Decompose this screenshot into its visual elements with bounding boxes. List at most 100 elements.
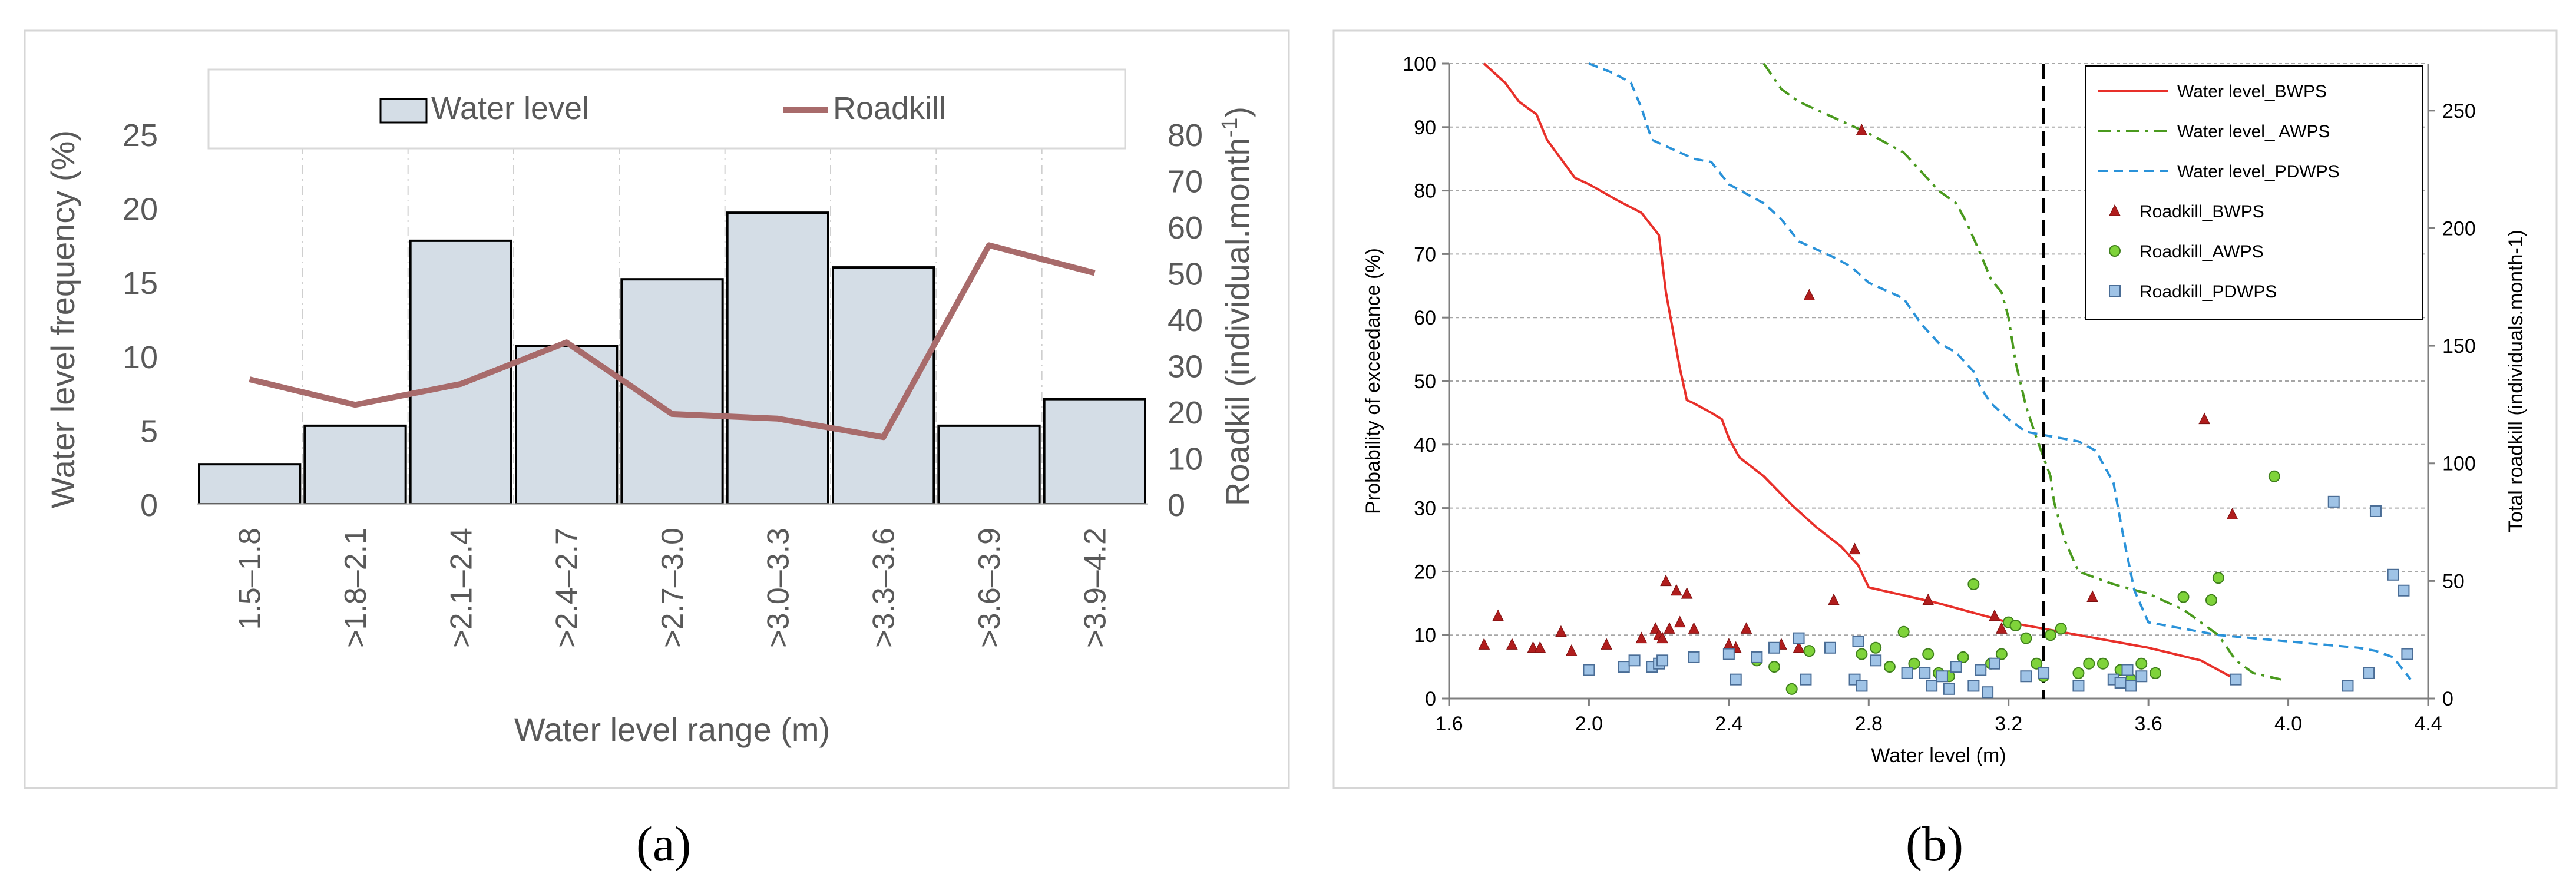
x-axis-title: Water level (m) <box>1871 744 2006 767</box>
point-roadkill-pdwps <box>1768 641 1781 654</box>
point-roadkill-bwps <box>1478 638 1490 650</box>
x-tick-label: >3.0–3.3 <box>761 528 795 648</box>
y2-tick-label: 0 <box>2442 688 2453 710</box>
point-roadkill-bwps <box>1681 587 1693 599</box>
y-tick-label: 50 <box>1414 370 1436 393</box>
y-tick-label: 80 <box>1414 180 1436 203</box>
point-roadkill-awps <box>1768 661 1781 673</box>
legend-box <box>207 68 1126 150</box>
chart-a: Water level Roadkill 0 5 10 15 20 25 0 10 20 30 40 50… <box>24 29 1290 789</box>
point-roadkill-bwps <box>1793 641 1805 653</box>
x-tick-label: 1.5–1.8 <box>233 528 267 630</box>
bar-5 <box>726 211 829 505</box>
y-axis-title: Water level frequency (%) <box>44 130 81 508</box>
y2-tick-label: 0 <box>1168 488 1185 523</box>
point-roadkill-pdwps <box>1628 654 1641 667</box>
legend-label-water-level: Water level <box>431 91 589 126</box>
point-roadkill-pdwps <box>2342 680 2354 692</box>
y2-tick-label: 200 <box>2442 217 2476 240</box>
legend-bar-swatch <box>379 98 428 124</box>
point-roadkill-awps <box>2020 632 2032 644</box>
point-roadkill-awps <box>1785 683 1798 695</box>
legend-label: Water level_PDWPS <box>2177 162 2340 181</box>
point-roadkill-awps <box>2055 623 2067 635</box>
y2-tick-label: 80 <box>1168 118 1203 153</box>
point-roadkill-pdwps <box>1926 680 1938 692</box>
point-roadkill-bwps <box>1803 289 1816 300</box>
point-roadkill-awps <box>1883 661 1896 673</box>
point-roadkill-pdwps <box>2072 680 2085 692</box>
point-roadkill-bwps <box>1989 609 2000 621</box>
point-roadkill-bwps <box>1848 542 1861 555</box>
x-tick-label: 3.2 <box>1995 713 2022 735</box>
y2-axis-title: Roadkil (individual.month-1) <box>1218 107 1256 506</box>
x-tick-label: >3.9–4.2 <box>1078 528 1112 648</box>
legend-label: Roadkill_PDWPS <box>2139 282 2277 302</box>
y2-tick-label: 30 <box>1168 349 1203 385</box>
x-tick-label: 4.4 <box>2414 713 2442 735</box>
x-tick-label: >2.7–3.0 <box>656 528 690 648</box>
point-roadkill-bwps <box>1674 615 1686 628</box>
y-tick-label: 20 <box>123 192 158 227</box>
point-roadkill-awps <box>1908 657 1920 670</box>
chart-b: 0 10 20 30 40 50 60 70 80 90 100 0 50 100 150 200 250 1.6… <box>1332 29 2558 789</box>
y2-tick-label: 100 <box>2442 453 2476 475</box>
point-roadkill-awps <box>2205 594 2217 606</box>
point-roadkill-bwps <box>2226 508 2238 519</box>
x-tick-label: 2.4 <box>1715 713 1742 735</box>
point-roadkill-pdwps <box>1618 661 1630 673</box>
bar-0 <box>198 463 302 506</box>
point-roadkill-bwps <box>1534 641 1546 653</box>
point-roadkill-awps <box>2212 572 2224 584</box>
point-roadkill-awps <box>2135 657 2148 670</box>
point-roadkill-pdwps <box>1950 661 1962 673</box>
point-roadkill-pdwps <box>2363 667 2375 679</box>
point-roadkill-pdwps <box>1988 657 2000 670</box>
point-roadkill-awps <box>1922 648 1935 660</box>
point-roadkill-pdwps <box>2369 505 2382 517</box>
x-tick-label: >1.8–2.1 <box>339 528 373 648</box>
x-tick-label: 4.0 <box>2274 713 2302 735</box>
point-roadkill-pdwps <box>1824 641 1836 654</box>
y2-tick-label: 150 <box>2442 335 2476 358</box>
y-tick-label: 20 <box>1414 561 1436 583</box>
point-roadkill-awps <box>1957 651 1969 663</box>
y-tick-label: 25 <box>123 118 158 153</box>
legend-swatch <box>2109 285 2121 297</box>
point-roadkill-pdwps <box>2121 664 2134 676</box>
y-tick-label: 10 <box>1414 624 1436 647</box>
point-roadkill-bwps <box>1922 593 1935 605</box>
point-roadkill-pdwps <box>2230 673 2242 686</box>
point-roadkill-bwps <box>1506 638 1518 650</box>
x-tick-label: >3.3–3.6 <box>867 528 901 648</box>
point-roadkill-bwps <box>1671 584 1682 596</box>
point-roadkill-bwps <box>1664 622 1675 634</box>
point-roadkill-pdwps <box>2387 568 2399 581</box>
legend-label: Roadkill_AWPS <box>2139 242 2264 262</box>
bar-1 <box>303 424 407 506</box>
point-roadkill-pdwps <box>1852 635 1864 647</box>
point-roadkill-pdwps <box>1730 673 1742 686</box>
point-roadkill-pdwps <box>1800 673 1812 686</box>
panel-b-caption: (b) <box>1906 817 1963 872</box>
point-roadkill-awps <box>1856 648 1868 660</box>
point-roadkill-bwps <box>1688 622 1700 634</box>
point-roadkill-awps <box>1967 578 1980 590</box>
point-roadkill-pdwps <box>1936 670 1948 683</box>
point-roadkill-pdwps <box>2401 648 2413 660</box>
y-tick-label: 90 <box>1414 117 1436 139</box>
point-roadkill-bwps <box>1656 631 1668 644</box>
line-water-level-awps <box>1762 62 2282 681</box>
x-tick-label: >2.1–2.4 <box>444 528 478 648</box>
point-roadkill-pdwps <box>2038 667 2050 679</box>
point-roadkill-awps <box>1870 641 1882 654</box>
y2-tick-label: 70 <box>1168 164 1203 200</box>
y2-tick-label: 50 <box>2442 570 2465 593</box>
y-axis-title: Probability of exceedance (%) <box>1362 248 1384 514</box>
point-roadkill-awps <box>2096 657 2109 670</box>
point-roadkill-pdwps <box>1793 632 1805 644</box>
x-tick-label: 3.6 <box>2135 713 2162 735</box>
y2-tick-label: 250 <box>2442 100 2476 123</box>
point-roadkill-pdwps <box>1975 664 1987 676</box>
legend-label: Water level_BWPS <box>2177 82 2327 101</box>
